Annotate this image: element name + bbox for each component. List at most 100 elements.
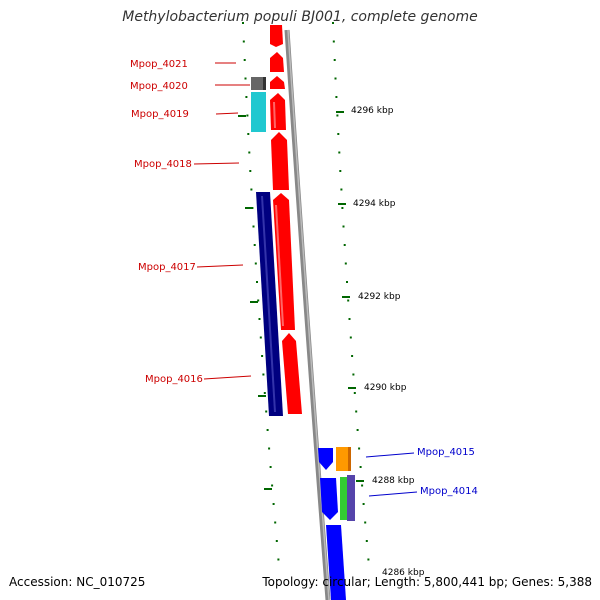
tick-dot (365, 540, 368, 542)
gene-arrow-mpop-4016[interactable] (282, 333, 302, 414)
gene-arrow-mpop-4019[interactable] (270, 76, 285, 89)
outer-tick-dots (332, 22, 370, 561)
tick-dot (343, 244, 346, 246)
tick-dot (344, 262, 347, 265)
tick-label-4286: 4286 kbp (382, 568, 425, 578)
map-title: Methylobacterium populi BJ001, complete … (122, 9, 478, 25)
gene-label-mpop-4016[interactable]: Mpop_4016 (145, 374, 203, 385)
tick-dot (347, 299, 350, 302)
gene-label-mpop-4018[interactable]: Mpop_4018 (134, 159, 192, 170)
tick-dot (333, 59, 336, 61)
gene-label-mpop-4014[interactable]: Mpop_4014 (420, 486, 478, 497)
accession-text: Accession: NC_010725 (9, 575, 146, 589)
gene-highlight (273, 101, 276, 129)
tick-dot (351, 355, 354, 357)
tick-label-4290: 4290 kbp (364, 383, 407, 393)
gene-arrow-mpop-4015[interactable] (318, 448, 333, 470)
reverse-gene-labels: Mpop_4021 Mpop_4020 Mpop_4019 Mpop_4018 … (130, 59, 252, 385)
feature-gray-block-dark (263, 77, 266, 90)
tick-dot (268, 447, 271, 450)
tick-dot (265, 410, 268, 413)
feature-green-block[interactable] (340, 477, 348, 520)
tick-dot (275, 540, 278, 542)
gene-label-mpop-4021[interactable]: Mpop_4021 (130, 59, 188, 70)
tick-dot (250, 188, 253, 191)
gene-arrow-mpop-4018[interactable] (270, 93, 286, 130)
tick-dot (258, 318, 261, 320)
tick-dot (352, 373, 355, 376)
tick-dot (272, 503, 275, 505)
tick-dot (277, 558, 280, 561)
tick-dot (364, 521, 367, 524)
reverse-gene-track (270, 25, 302, 414)
tick-dot (259, 336, 262, 339)
gene-label-mpop-4017[interactable]: Mpop_4017 (138, 262, 196, 273)
tick-dot (362, 503, 365, 505)
tick-dot (361, 484, 364, 487)
tick-dot (247, 133, 250, 135)
tick-dot (252, 225, 255, 228)
tick-dot (261, 355, 264, 357)
tick-dot (263, 392, 266, 394)
tick-dot (256, 281, 258, 283)
tick-label-4292: 4292 kbp (358, 292, 401, 302)
gene-label-mpop-4019[interactable]: Mpop_4019 (131, 109, 189, 120)
gene-arrow-mpop-4017-a[interactable] (271, 132, 289, 190)
tick-dot (242, 22, 244, 24)
genome-summary-text: Topology: circular; Length: 5,800,441 bp… (262, 575, 592, 589)
tick-dot (274, 521, 277, 524)
tick-dot (245, 96, 248, 98)
tick-dot (332, 40, 335, 43)
gene-arrow-mpop-4021[interactable] (270, 25, 283, 47)
tick-dot (248, 151, 251, 154)
feature-orange-block[interactable] (336, 447, 350, 471)
tick-dot (367, 558, 370, 561)
tick-dot (348, 318, 351, 320)
tick-dot (253, 244, 256, 246)
tick-dot (269, 466, 272, 468)
gene-arrow-mpop-4017-b[interactable] (273, 193, 295, 330)
feature-gray-block[interactable] (251, 77, 265, 90)
tick-dot (242, 40, 245, 43)
tick-dot (355, 410, 358, 413)
tick-dot (257, 299, 260, 302)
tick-dot (249, 170, 252, 172)
axis-ticks (238, 111, 364, 490)
tick-dot (243, 59, 246, 61)
gene-label-mpop-4020[interactable]: Mpop_4020 (130, 81, 188, 92)
tick-label-4288: 4288 kbp (372, 476, 415, 486)
feature-purple-block[interactable] (347, 475, 355, 521)
tick-dot (359, 466, 362, 468)
misc-feature-track (251, 77, 283, 416)
tick-label-4294: 4294 kbp (353, 199, 396, 209)
genome-backbone-highlight (287, 29, 330, 600)
tick-label-4296: 4296 kbp (351, 106, 394, 116)
forward-gene-track (318, 447, 355, 600)
tick-dot (262, 373, 265, 376)
tick-dot (336, 114, 339, 117)
gene-highlight (275, 204, 284, 327)
feature-cyan-block[interactable] (251, 92, 266, 132)
tick-dot (349, 336, 352, 339)
tick-dot (338, 151, 341, 154)
tick-dot (335, 96, 338, 98)
tick-dot (271, 484, 274, 487)
tick-dot (244, 77, 247, 80)
feature-orange-edge (348, 447, 351, 471)
tick-dot (337, 133, 340, 135)
tick-dot (339, 170, 342, 172)
gene-highlight (261, 195, 276, 413)
tick-dot (356, 429, 359, 431)
tick-dot (342, 225, 345, 228)
tick-dot (266, 429, 269, 431)
gene-label-mpop-4015[interactable]: Mpop_4015 (417, 447, 475, 458)
tick-dot (334, 77, 337, 80)
gene-arrow-mpop-4020[interactable] (270, 52, 284, 72)
tick-dot (254, 262, 257, 265)
forward-gene-labels: Mpop_4015 Mpop_4014 (365, 447, 478, 497)
gene-arrow-mpop-4014[interactable] (320, 478, 338, 520)
gene-arrow-mpop-4013[interactable] (326, 525, 346, 600)
tick-dot (346, 281, 348, 283)
tick-dot (341, 207, 344, 209)
